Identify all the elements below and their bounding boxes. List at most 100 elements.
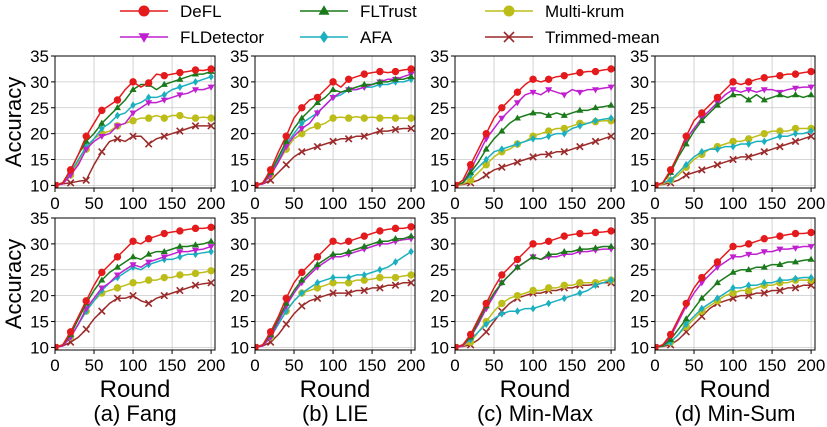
data-point-fltrust <box>576 245 584 252</box>
data-point-defl <box>560 71 568 80</box>
data-point-trimmed-mean <box>129 132 137 141</box>
y-tick-label: 20 <box>230 287 249 306</box>
data-point-afa <box>145 93 152 102</box>
legend-entry-fldetector: FLDetector <box>120 28 264 47</box>
data-point-fltrust <box>129 253 137 260</box>
legend-label-multi-krum: Multi-krum <box>545 2 624 21</box>
data-point-trimmed-mean <box>729 155 737 164</box>
data-point-trimmed-mean <box>329 289 337 297</box>
data-point-afa <box>530 304 536 313</box>
data-point-multi-krum <box>160 273 168 282</box>
data-point-defl <box>776 232 784 240</box>
legend-entry-afa: AFA <box>300 28 393 47</box>
data-point-fldetector <box>760 87 768 94</box>
legend-entry-trimmed-mean: Trimmed-mean <box>485 28 660 47</box>
data-point-multi-krum <box>160 114 168 122</box>
data-point-afa <box>177 252 183 261</box>
data-point-afa <box>592 116 599 125</box>
data-point-trimmed-mean <box>482 328 490 336</box>
data-point-fldetector <box>729 254 737 261</box>
data-point-afa <box>577 122 583 130</box>
panel-r1-c3: 10 15 20 25 30 35 0 50 100 150 200 <box>630 209 825 375</box>
data-point-fltrust <box>776 260 784 267</box>
data-point-multi-krum <box>391 114 400 122</box>
data-point-trimmed-mean <box>376 127 384 135</box>
legend: DeFL FLTrust Multi-krum FLDetector AFA Trimme… <box>120 2 660 47</box>
data-point-fltrust <box>560 111 568 118</box>
data-point-defl <box>282 294 290 302</box>
x-tick-label: 50 <box>685 194 704 213</box>
data-point-defl <box>576 229 584 238</box>
data-point-defl <box>791 229 800 238</box>
x-tick-label: 200 <box>597 194 625 213</box>
data-point-fldetector <box>529 89 537 96</box>
data-point-fltrust <box>667 335 675 343</box>
data-point-afa <box>361 271 367 279</box>
x-axis-label: Round <box>500 376 571 403</box>
data-point-multi-krum <box>376 273 384 282</box>
data-point-defl <box>129 237 137 245</box>
panel-r1-c0: 10 15 20 25 30 35 0 50 100 150 200 <box>30 209 225 375</box>
data-point-defl <box>391 224 400 233</box>
data-point-fltrust <box>298 276 306 283</box>
data-point-trimmed-mean <box>113 294 122 303</box>
data-point-afa <box>314 278 321 287</box>
data-point-fltrust <box>529 109 537 116</box>
series-defl <box>55 223 215 350</box>
panel-r1-c1: 10 15 20 25 30 35 0 50 100 150 200 <box>230 209 425 375</box>
series-afa <box>255 247 414 350</box>
x-tick-label: 150 <box>758 356 786 375</box>
data-point-multi-krum <box>329 114 337 122</box>
data-point-fltrust <box>529 253 537 260</box>
data-point-trimmed-mean <box>591 137 600 146</box>
data-point-afa <box>483 320 489 328</box>
panel-frame <box>454 217 616 351</box>
data-point-defl <box>713 93 722 102</box>
y-tick-label: 30 <box>230 235 249 254</box>
x-tick-label: 50 <box>485 194 504 213</box>
data-point-defl <box>298 268 306 277</box>
x-tick-label: 0 <box>250 356 259 375</box>
data-point-defl <box>698 273 706 282</box>
x-tick-label: 0 <box>250 194 259 213</box>
y-tick-label: 15 <box>30 313 49 332</box>
y-tick-label: 35 <box>630 47 649 66</box>
data-point-fltrust <box>298 114 306 121</box>
data-point-fldetector <box>160 97 168 104</box>
y-tick-label: 30 <box>30 235 49 254</box>
data-point-defl <box>560 232 568 240</box>
data-point-defl <box>313 253 322 261</box>
data-point-trimmed-mean <box>298 302 306 310</box>
legend-marker-fldetector <box>138 33 150 43</box>
data-point-fltrust <box>98 119 106 126</box>
x-tick-label: 50 <box>285 356 304 375</box>
data-point-fltrust <box>345 247 353 255</box>
x-tick-label: 150 <box>158 194 186 213</box>
data-point-fltrust <box>360 242 368 249</box>
data-point-multi-krum <box>513 291 522 300</box>
data-point-afa <box>345 273 352 282</box>
x-tick-label: 50 <box>285 194 304 213</box>
data-point-defl <box>298 104 306 112</box>
data-point-trimmed-mean <box>391 281 400 290</box>
y-tick-label: 10 <box>630 338 649 357</box>
data-point-trimmed-mean <box>744 153 753 161</box>
data-point-defl <box>376 227 384 235</box>
y-tick-label: 25 <box>30 261 49 280</box>
x-tick-label: 200 <box>197 194 225 213</box>
panel-frame <box>454 55 616 189</box>
data-point-fltrust <box>145 250 153 257</box>
data-point-fltrust <box>791 91 800 98</box>
data-point-fldetector <box>791 85 800 92</box>
x-tick-label: 50 <box>85 194 104 213</box>
data-point-afa <box>161 90 167 99</box>
data-point-defl <box>407 223 415 231</box>
data-point-trimmed-mean <box>360 132 369 141</box>
panel-r0-c2: 10 15 20 25 30 35 0 50 100 150 200 <box>430 47 625 213</box>
data-point-afa <box>761 137 767 146</box>
data-point-fltrust <box>329 250 337 257</box>
data-point-trimmed-mean <box>576 142 584 151</box>
y-tick-label: 10 <box>30 176 49 195</box>
data-point-afa <box>408 247 414 256</box>
data-point-defl <box>513 88 522 96</box>
